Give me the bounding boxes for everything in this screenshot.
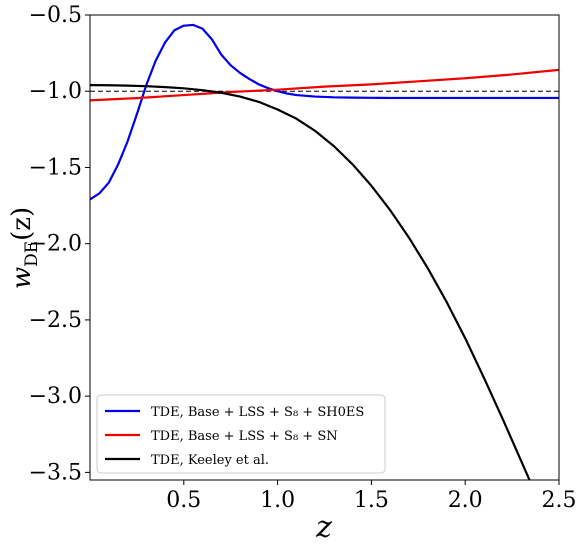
- series-layer: [90, 23, 559, 480]
- legend-label-2: TDE, Keeley et al.: [151, 453, 269, 468]
- legend: TDE, Base + LSS + S₈ + SH0ES TDE, Base +…: [96, 394, 386, 474]
- y-tick-label: −3.5: [29, 460, 82, 485]
- y-axis-label: wDE(z): [7, 207, 42, 289]
- y-axis-label-arg: (z): [7, 207, 37, 241]
- x-axis-label: z: [315, 510, 332, 545]
- x-tick-label: 1.5: [354, 488, 389, 513]
- y-tick-label: −1.5: [29, 155, 82, 180]
- plot-frame: [89, 14, 560, 481]
- legend-label-0: TDE, Base + LSS + S₈ + SH0ES: [151, 405, 364, 420]
- y-axis-label-sub: DE: [22, 241, 42, 267]
- y-tick-label: −0.5: [29, 3, 82, 28]
- y-tick-label: −3.0: [29, 384, 82, 409]
- series-line-1: [90, 68, 559, 102]
- x-tick-label: 0.5: [166, 488, 201, 513]
- series-line-2: [90, 84, 531, 480]
- y-tick-label: −1.0: [29, 79, 82, 104]
- ticks-layer: 0.5 1.0 1.5 2.0 2.5 −0.5 −1.0 −1.5 −2.0 −2.5 −3.0 −…: [29, 3, 577, 513]
- legend-label-1: TDE, Base + LSS + S₈ + SN: [151, 429, 338, 444]
- y-tick-label: −2.0: [29, 232, 82, 257]
- y-axis-label-main: w: [7, 267, 37, 289]
- x-tick-label: 2.5: [542, 488, 577, 513]
- x-tick-label: 2.0: [448, 488, 483, 513]
- legend-box: [96, 394, 386, 474]
- series-line-0: [90, 23, 559, 201]
- y-tick-label: −2.5: [29, 308, 82, 333]
- x-tick-label: 1.0: [260, 488, 295, 513]
